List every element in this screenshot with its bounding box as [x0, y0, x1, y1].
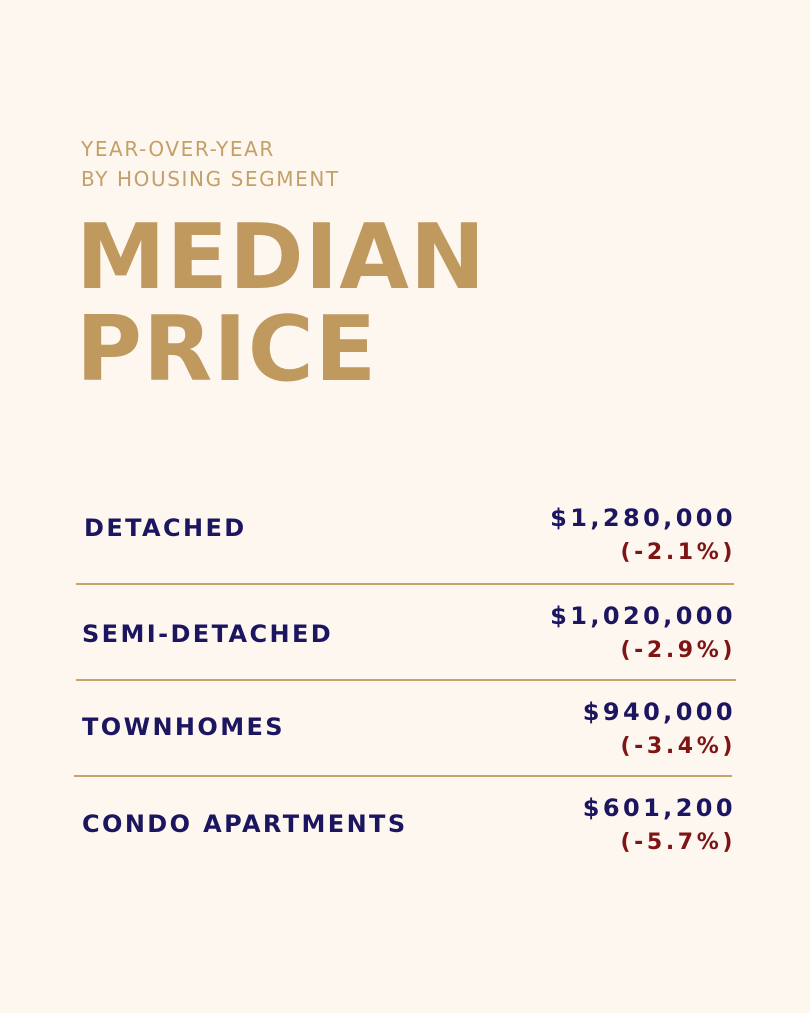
- segment-price: $940,000: [582, 698, 736, 726]
- segment-change: (-5.7%): [620, 830, 736, 855]
- page-title: MEDIAN PRICE: [76, 212, 486, 396]
- segment-row-semi-detached: SEMI-DETACHED $1,020,000 (-2.9%): [76, 602, 736, 698]
- title-line-2: PRICE: [76, 297, 378, 402]
- segment-price: $601,200: [582, 794, 736, 822]
- segment-row-detached: DETACHED $1,280,000 (-2.1%): [76, 504, 736, 600]
- subtitle-line-2: BY HOUSING SEGMENT: [81, 167, 340, 191]
- divider: [74, 775, 732, 777]
- subtitle-line-1: YEAR-OVER-YEAR: [81, 137, 275, 161]
- divider: [76, 583, 734, 585]
- subtitle: YEAR-OVER-YEAR BY HOUSING SEGMENT: [81, 134, 340, 194]
- segment-row-condo-apartments: CONDO APARTMENTS $601,200 (-5.7%): [76, 794, 736, 890]
- segment-label: TOWNHOMES: [82, 713, 285, 741]
- segment-change: (-2.1%): [620, 540, 736, 565]
- segment-change: (-2.9%): [620, 638, 736, 663]
- segment-price: $1,020,000: [550, 602, 736, 630]
- divider: [76, 679, 736, 681]
- title-line-1: MEDIAN: [76, 205, 487, 310]
- segment-row-townhomes: TOWNHOMES $940,000 (-3.4%): [76, 698, 736, 794]
- segment-change: (-3.4%): [620, 734, 736, 759]
- segment-price: $1,280,000: [550, 504, 736, 532]
- segment-label: DETACHED: [84, 514, 247, 542]
- segment-label: SEMI-DETACHED: [82, 620, 334, 648]
- segment-label: CONDO APARTMENTS: [82, 810, 408, 838]
